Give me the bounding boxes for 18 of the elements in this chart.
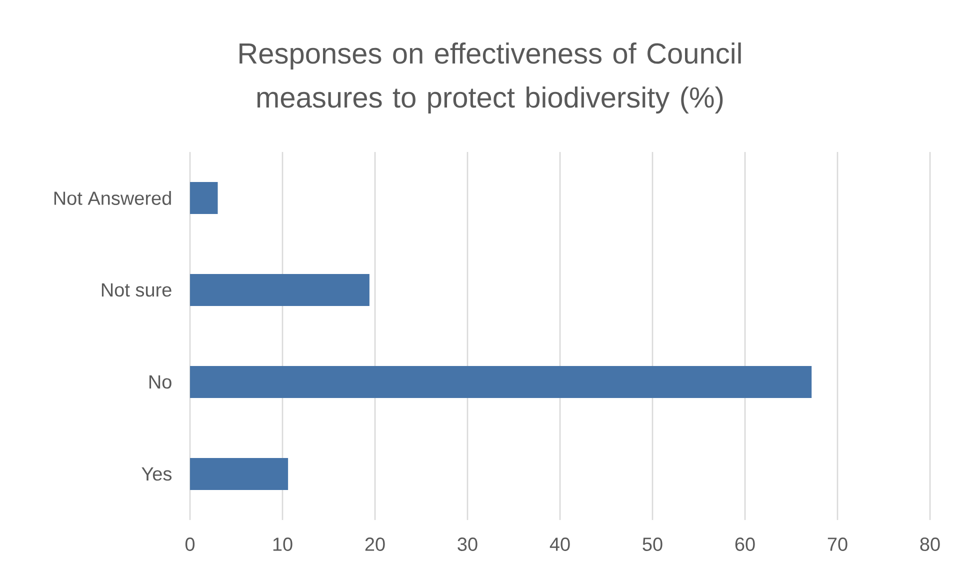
y-tick-label: Yes (142, 467, 172, 481)
y-tick-label: Not Answered (54, 191, 171, 205)
y-tick-label: No (149, 375, 172, 389)
x-tick-label: 20 (365, 538, 385, 551)
bar (190, 366, 812, 398)
bar (190, 458, 288, 490)
bar (190, 182, 218, 214)
chart-title: Responses on effectiveness of Council measures to protect biodiversity (%) (240, 42, 741, 114)
x-tick-label: 0 (185, 538, 195, 551)
x-tick-label: 40 (550, 538, 570, 551)
x-tick-label: 30 (458, 538, 478, 551)
x-tick-label: 70 (828, 538, 848, 551)
y-tick-label: Not sure (102, 283, 172, 297)
bar (190, 274, 370, 306)
x-tick-label: 50 (642, 538, 662, 551)
x-tick-label: 10 (273, 538, 292, 551)
x-tick-label: 60 (735, 538, 755, 551)
x-tick-label: 80 (920, 538, 940, 551)
